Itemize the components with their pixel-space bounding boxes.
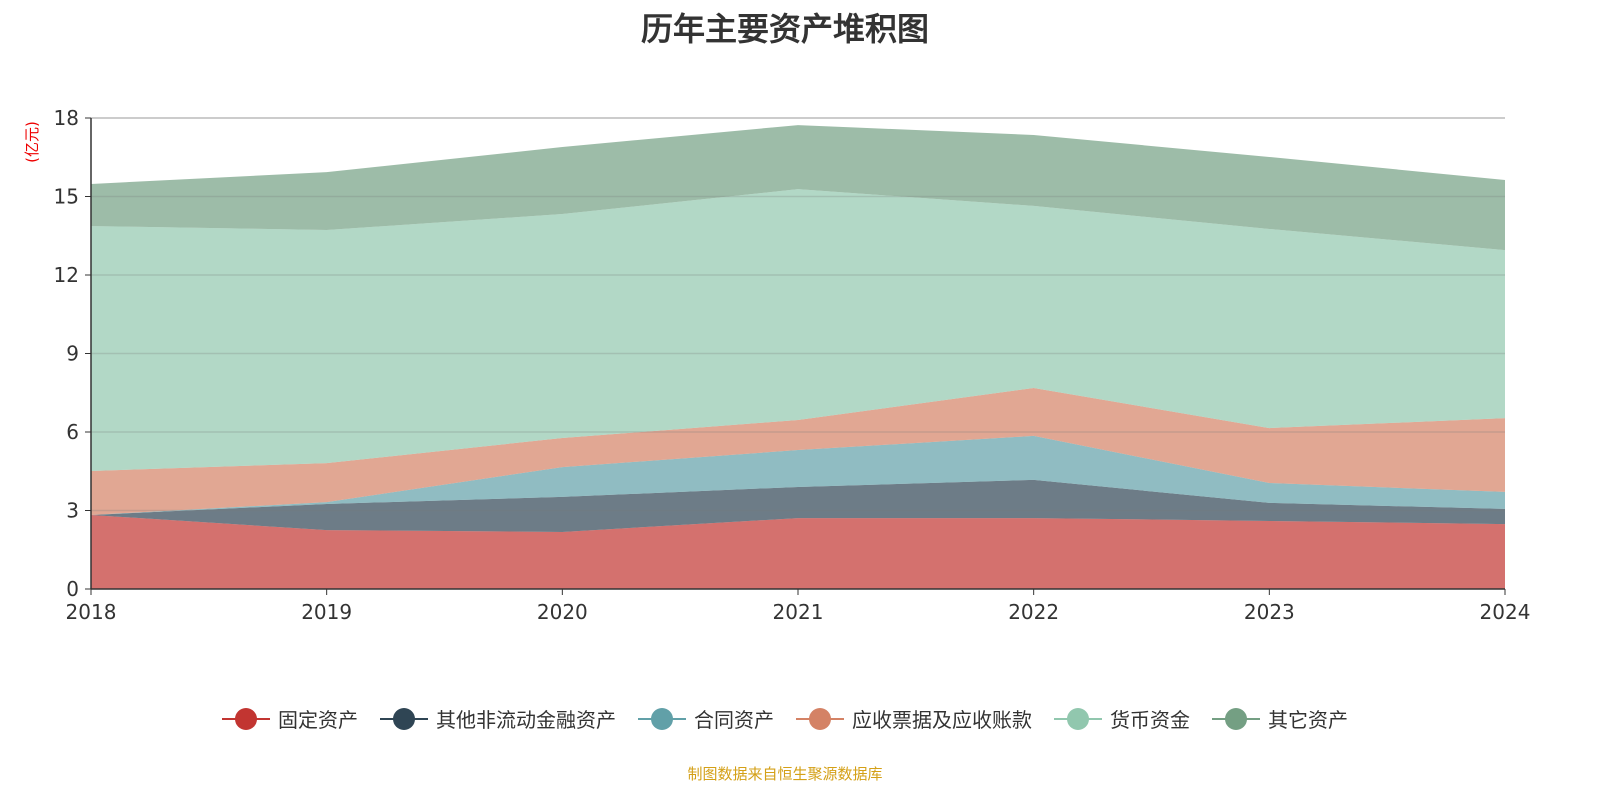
- chart-title: 历年主要资产堆积图: [640, 10, 929, 48]
- legend-item[interactable]: 应收票据及应收账款: [796, 704, 1032, 733]
- legend-item[interactable]: 合同资产: [638, 704, 774, 733]
- legend-marker-icon: [380, 707, 428, 731]
- y-tick-label: 18: [54, 106, 79, 130]
- area-series-2: [91, 435, 1505, 515]
- legend-item[interactable]: 固定资产: [222, 704, 358, 733]
- x-tick-label: 2020: [537, 600, 588, 624]
- x-tick-label: 2024: [1480, 600, 1531, 624]
- x-tick-label: 2019: [301, 600, 352, 624]
- area-series-0: [91, 514, 1505, 589]
- legend-item[interactable]: 货币资金: [1054, 704, 1190, 733]
- area-series-1: [91, 479, 1505, 532]
- y-axis-label: (亿元): [23, 121, 41, 163]
- legend-marker-icon: [222, 707, 270, 731]
- legend-label: 货币资金: [1110, 708, 1190, 732]
- legend-marker-icon: [1054, 707, 1102, 731]
- legend-item[interactable]: 其它资产: [1212, 704, 1348, 733]
- stacked-area-chart: 0 3 6 9 12 15 18 2018 2019 2020 2021 2022 2023 2024 (亿…: [23, 106, 1531, 624]
- area-series-4: [91, 189, 1505, 471]
- y-tick-label: 12: [54, 263, 79, 287]
- y-tick-label: 9: [66, 342, 79, 366]
- legend-item[interactable]: 其他非流动金融资产: [380, 704, 616, 733]
- legend: 固定资产 其他非流动金融资产 合同资产 应收票据及应收账款 货币资金 其它资产: [0, 704, 1570, 733]
- legend-label: 合同资产: [694, 708, 774, 732]
- legend-label: 固定资产: [278, 708, 358, 732]
- y-tick-label: 6: [66, 420, 79, 444]
- legend-label: 其他非流动金融资产: [436, 708, 616, 732]
- x-tick-label: 2022: [1008, 600, 1059, 624]
- source-footer: 制图数据来自恒生聚源数据库: [687, 765, 883, 783]
- legend-marker-icon: [1212, 707, 1260, 731]
- y-tick-label: 15: [54, 185, 79, 209]
- area-series-3: [91, 388, 1505, 515]
- x-tick-label: 2023: [1244, 600, 1295, 624]
- x-tick-label: 2018: [66, 600, 117, 624]
- x-tick-label: 2021: [773, 600, 824, 624]
- area-series-5: [91, 125, 1505, 251]
- legend-label: 应收票据及应收账款: [852, 708, 1032, 732]
- legend-label: 其它资产: [1268, 708, 1348, 732]
- legend-marker-icon: [638, 707, 686, 731]
- y-tick-label: 3: [66, 499, 79, 523]
- y-tick-label: 0: [66, 577, 79, 601]
- legend-marker-icon: [796, 707, 844, 731]
